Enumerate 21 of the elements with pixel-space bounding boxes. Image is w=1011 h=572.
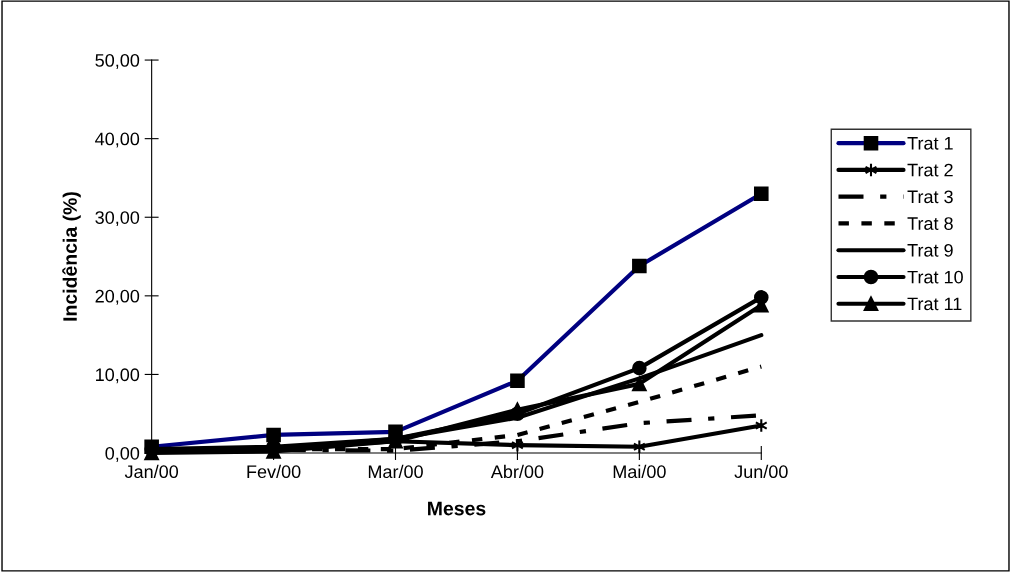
legend-label: Trat 8 bbox=[907, 217, 953, 230]
y-tick-label: 0,00 bbox=[105, 446, 140, 462]
y-tick-label: 10,00 bbox=[96, 368, 140, 384]
legend-label: Trat 2 bbox=[907, 163, 953, 177]
x-tick-label: Fev/00 bbox=[247, 464, 301, 479]
x-tick-label: Abr/00 bbox=[490, 464, 544, 479]
x-tick-label: Jun/00 bbox=[734, 464, 788, 479]
x-tick-label: Mar/00 bbox=[368, 464, 423, 479]
y-tick-label: 30,00 bbox=[95, 211, 140, 227]
legend-label: Trat 1 bbox=[907, 137, 953, 150]
y-tick-label: 20,00 bbox=[95, 289, 140, 305]
legend-label: Trat 9 bbox=[907, 243, 953, 257]
legend-label: Trat 10 bbox=[907, 270, 963, 284]
x-tick-label: Mai/00 bbox=[613, 464, 666, 479]
y-axis-title: Incidência (%) bbox=[62, 192, 81, 321]
legend-label: Trat 11 bbox=[907, 297, 962, 311]
y-tick-label: 40,00 bbox=[95, 132, 140, 148]
x-tick-label: Jan/00 bbox=[124, 464, 179, 479]
legend-label: Trat 3 bbox=[907, 190, 953, 204]
x-axis-title: Meses bbox=[428, 501, 486, 516]
y-tick-label: 50,00 bbox=[95, 53, 140, 69]
